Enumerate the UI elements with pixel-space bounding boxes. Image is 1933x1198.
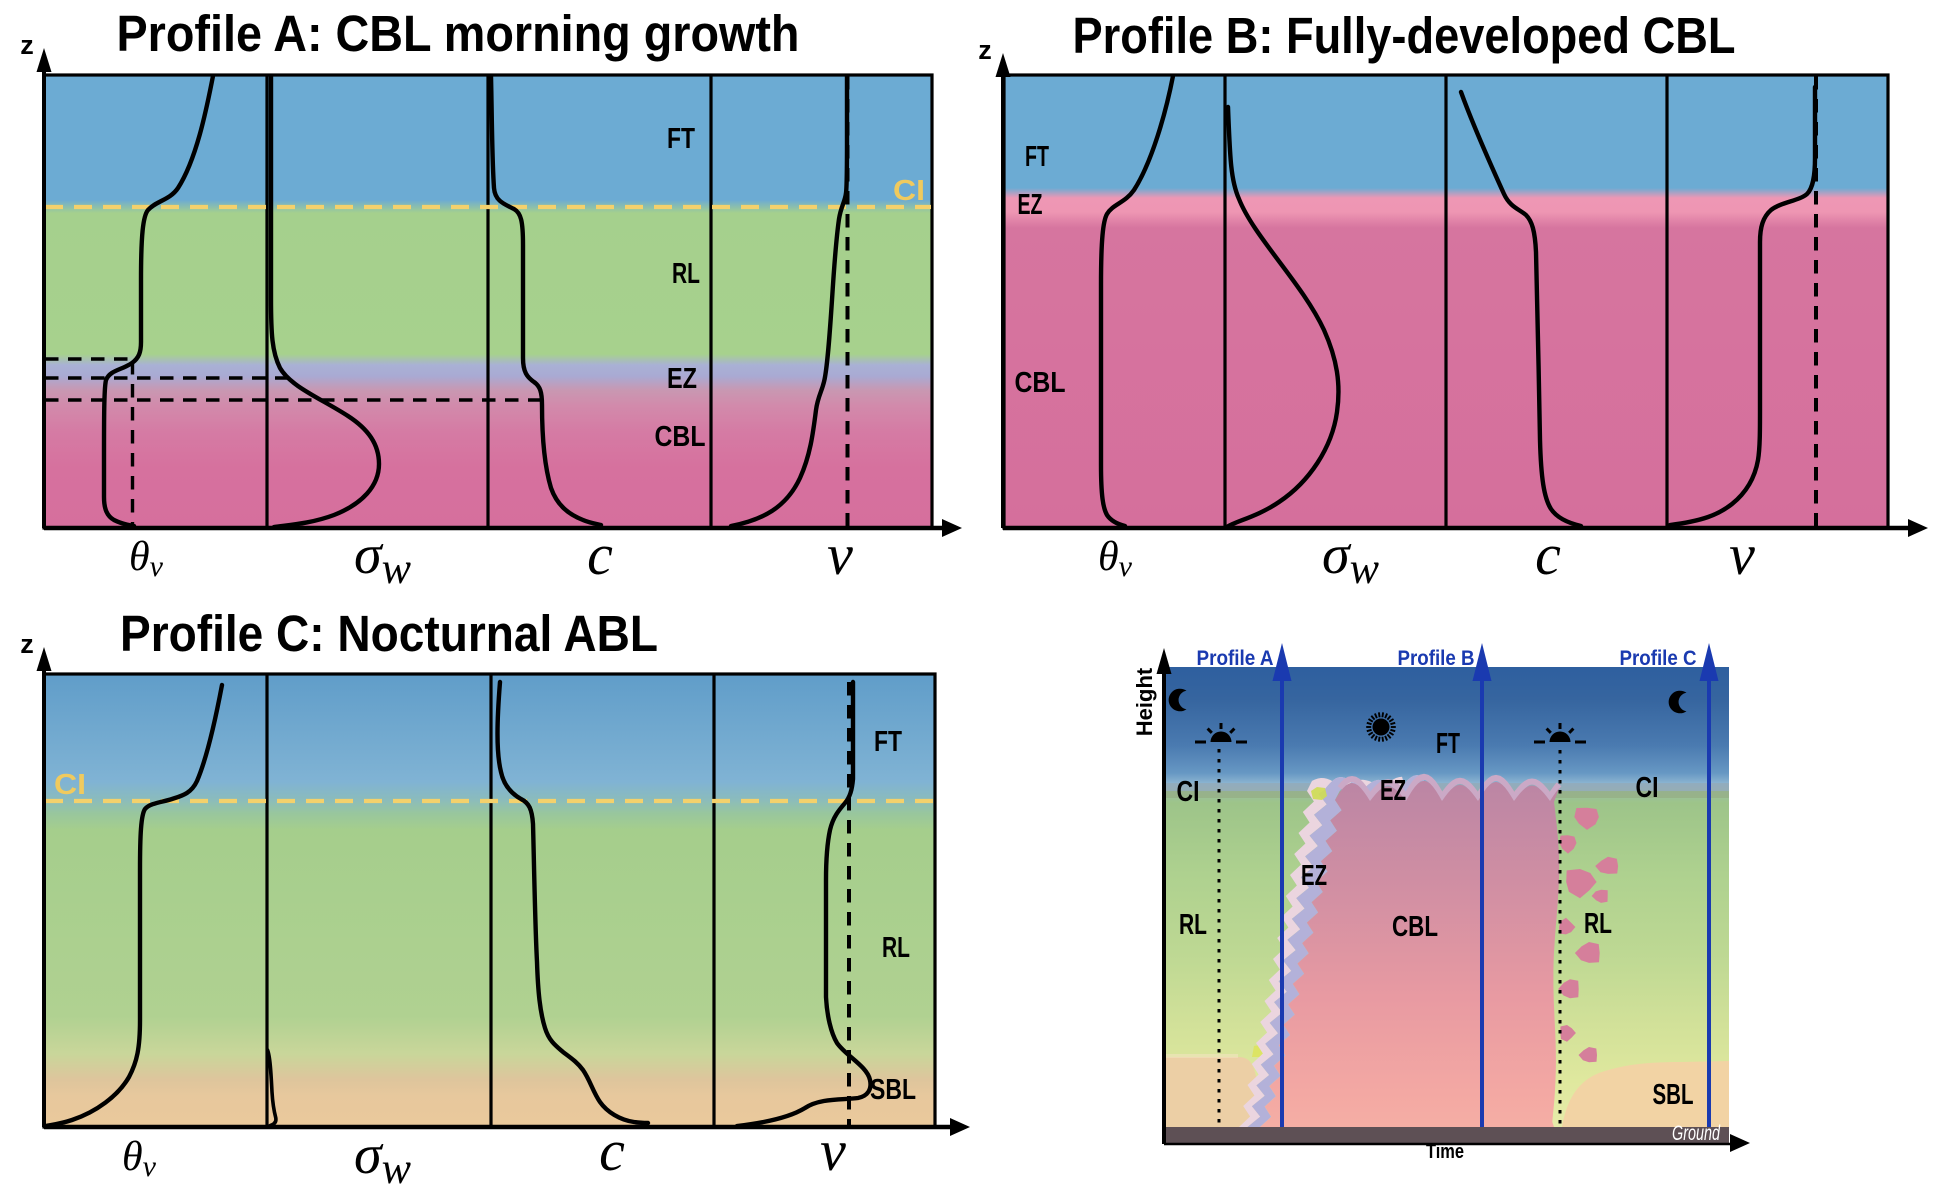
- svg-text:c: c: [1535, 522, 1561, 587]
- svg-text:σw: σw: [1322, 524, 1380, 593]
- svg-text:Profile C: Profile C: [1620, 647, 1697, 670]
- svg-text:EZ: EZ: [1018, 189, 1043, 221]
- svg-text:Time: Time: [1426, 1141, 1464, 1163]
- svg-text:CBL: CBL: [1392, 911, 1438, 943]
- svg-text:Profile A: CBL morning growth: Profile A: CBL morning growth: [117, 5, 800, 62]
- svg-text:Profile B: Profile B: [1398, 647, 1475, 670]
- svg-text:CI: CI: [54, 769, 86, 801]
- svg-text:EZ: EZ: [1301, 860, 1327, 892]
- svg-text:v: v: [1729, 522, 1755, 587]
- svg-text:σw: σw: [354, 1124, 412, 1193]
- svg-text:FT: FT: [874, 726, 902, 758]
- svg-text:RL: RL: [882, 932, 910, 964]
- svg-text:SBL: SBL: [870, 1074, 916, 1106]
- svg-text:CI: CI: [1177, 776, 1200, 808]
- svg-text:Profile C: Nocturnal ABL: Profile C: Nocturnal ABL: [120, 605, 658, 662]
- svg-text:Profile A: Profile A: [1197, 647, 1274, 670]
- svg-text:CI: CI: [1636, 772, 1659, 804]
- svg-text:θv: θv: [129, 534, 164, 583]
- svg-text:c: c: [587, 522, 613, 587]
- svg-text:RL: RL: [1179, 909, 1207, 941]
- svg-text:Profile B: Fully-developed CBL: Profile B: Fully-developed CBL: [1073, 7, 1736, 64]
- svg-text:θv: θv: [122, 1134, 157, 1183]
- svg-text:Ground: Ground: [1672, 1122, 1721, 1145]
- svg-text:θv: θv: [1098, 534, 1133, 583]
- svg-text:FT: FT: [667, 123, 695, 155]
- svg-text:CBL: CBL: [655, 421, 706, 453]
- svg-text:Height: Height: [1132, 667, 1157, 736]
- svg-text:z: z: [20, 629, 34, 659]
- svg-text:FT: FT: [1436, 728, 1460, 760]
- svg-text:EZ: EZ: [667, 363, 697, 395]
- svg-text:CI: CI: [893, 175, 925, 207]
- svg-text:c: c: [599, 1118, 625, 1183]
- svg-text:EZ: EZ: [1380, 775, 1406, 807]
- svg-text:RL: RL: [672, 258, 700, 290]
- svg-text:CBL: CBL: [1015, 367, 1066, 399]
- svg-text:RL: RL: [1584, 908, 1612, 940]
- svg-text:z: z: [20, 30, 34, 60]
- svg-text:v: v: [820, 1118, 846, 1183]
- svg-text:z: z: [978, 35, 992, 65]
- svg-text:v: v: [827, 522, 853, 587]
- svg-text:SBL: SBL: [1653, 1079, 1694, 1111]
- svg-text:σw: σw: [354, 524, 412, 593]
- svg-text:FT: FT: [1025, 141, 1049, 173]
